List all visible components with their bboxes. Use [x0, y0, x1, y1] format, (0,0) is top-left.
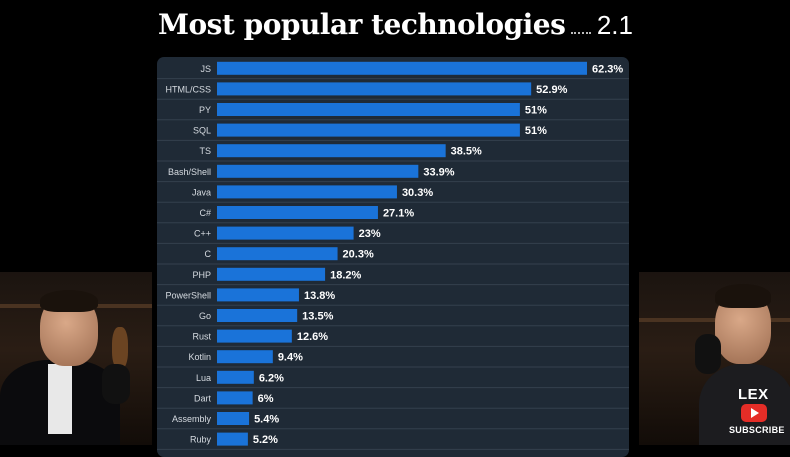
bar	[217, 123, 520, 137]
bar	[217, 370, 254, 384]
category-label: PHP	[192, 270, 211, 280]
microphone	[695, 334, 721, 374]
value-label: 51%	[525, 105, 547, 117]
category-label: C	[205, 249, 212, 259]
value-label: 13.8%	[304, 290, 335, 302]
value-label: 9.4%	[278, 352, 303, 364]
value-label: 30.3%	[402, 187, 433, 199]
bar	[217, 164, 419, 178]
value-label: 5.4%	[254, 414, 279, 426]
chart-header: Most popular technologies 2.1	[158, 8, 633, 48]
chart-title: Most popular technologies	[158, 8, 566, 41]
bar	[217, 82, 532, 96]
category-label: Bash/Shell	[168, 167, 211, 177]
value-label: 38.5%	[451, 146, 482, 158]
category-label: SQL	[193, 126, 211, 136]
category-label: Lua	[196, 373, 211, 383]
value-label: 6%	[258, 393, 274, 405]
category-label: JS	[200, 64, 211, 74]
category-label: PowerShell	[165, 290, 211, 300]
value-label: 6.2%	[259, 372, 284, 384]
guest-hair	[715, 284, 771, 308]
bar	[217, 247, 338, 261]
category-label: PY	[199, 105, 211, 115]
shirt	[48, 364, 72, 434]
channel-logo: LEX	[738, 386, 769, 403]
category-label: Dart	[194, 393, 212, 403]
category-label: TS	[199, 146, 211, 156]
value-label: 5.2%	[253, 434, 278, 446]
webcam-left-host	[0, 272, 152, 445]
value-label: 23%	[359, 228, 381, 240]
category-label: Rust	[192, 332, 211, 342]
guitar-decor	[112, 327, 128, 369]
bar	[217, 350, 273, 364]
subscribe-button[interactable]: SUBSCRIBE	[729, 425, 785, 435]
category-label: Kotlin	[188, 352, 211, 362]
category-label: Go	[199, 311, 211, 321]
bar	[217, 185, 397, 199]
bar	[217, 226, 354, 240]
title-leader-dots	[571, 32, 591, 34]
category-label: HTML/CSS	[165, 84, 211, 94]
host-hair	[40, 290, 98, 312]
value-label: 51%	[525, 125, 547, 137]
value-label: 13.5%	[302, 311, 333, 323]
value-label: 62.3%	[592, 63, 623, 75]
category-label: Ruby	[190, 435, 212, 445]
microphone	[102, 364, 130, 404]
bar	[217, 61, 587, 75]
bar	[217, 329, 292, 343]
bar	[217, 288, 299, 302]
value-label: 27.1%	[383, 208, 414, 220]
bar	[217, 206, 378, 219]
value-label: 18.2%	[330, 269, 361, 281]
bar	[217, 144, 446, 158]
bar	[217, 267, 326, 281]
value-label: 33.9%	[423, 166, 454, 178]
section-number: 2.1	[596, 10, 633, 40]
bar	[217, 309, 298, 322]
webcam-right-guest	[639, 272, 790, 445]
category-label: Assembly	[172, 414, 212, 424]
value-label: 12.6%	[297, 331, 328, 343]
category-label: C++	[194, 229, 211, 239]
bar-chart: JS 62.3% HTML/CSS 52.9% PY 51% SQL 51% TS 38.5% Ba…	[157, 61, 629, 450]
chart-panel: JS 62.3% HTML/CSS 52.9% PY 51% SQL 51% TS 38.5% Ba…	[157, 57, 629, 457]
bar	[217, 391, 253, 405]
value-label: 52.9%	[536, 84, 567, 96]
value-label: 20.3%	[343, 249, 374, 261]
bar	[217, 412, 250, 425]
shelf	[639, 318, 790, 322]
youtube-play-icon[interactable]	[741, 404, 767, 422]
category-label: C#	[199, 208, 211, 218]
bar	[217, 432, 248, 446]
category-label: Java	[192, 187, 211, 197]
bar	[217, 103, 520, 116]
